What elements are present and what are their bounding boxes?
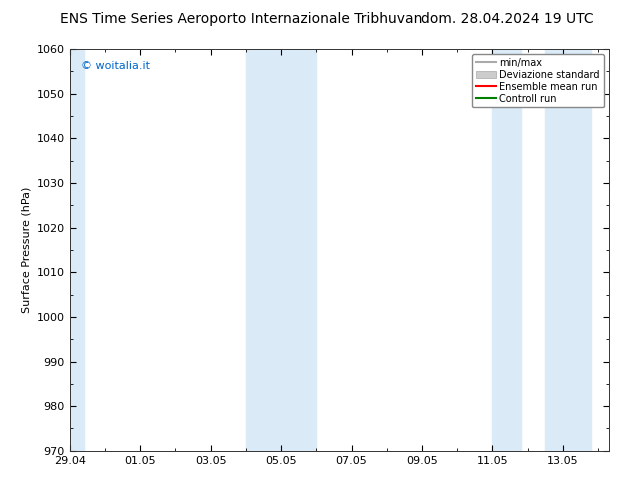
Bar (70, 49, 84, 451)
Legend: min/max, Deviazione standard, Ensemble mean run, Controll run: min/max, Deviazione standard, Ensemble m… (472, 54, 604, 107)
Bar (493, 49, 521, 451)
Y-axis label: Surface Pressure (hPa): Surface Pressure (hPa) (21, 187, 31, 313)
Bar (545, 49, 591, 451)
Bar (246, 49, 316, 451)
Text: dom. 28.04.2024 19 UTC: dom. 28.04.2024 19 UTC (421, 12, 593, 26)
Text: ENS Time Series Aeroporto Internazionale Tribhuvan: ENS Time Series Aeroporto Internazionale… (60, 12, 422, 26)
Text: © woitalia.it: © woitalia.it (81, 61, 150, 71)
